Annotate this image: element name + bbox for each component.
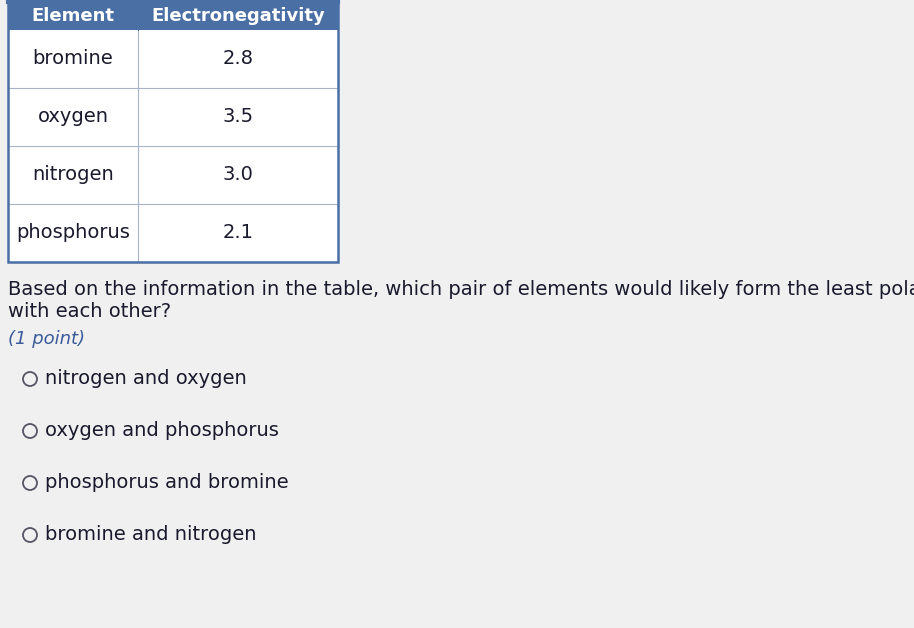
Text: 2.1: 2.1 [222,224,253,242]
Text: bromine and nitrogen: bromine and nitrogen [45,526,257,544]
Bar [8,88,338,146]
Bar [8,2,338,262]
Text: 2.8: 2.8 [222,50,253,68]
Text: 3.0: 3.0 [223,166,253,185]
Text: bromine: bromine [33,50,113,68]
Text: phosphorus and bromine: phosphorus and bromine [45,474,289,492]
Text: oxygen: oxygen [37,107,109,126]
Text: Based on the information in the table, which pair of elements would likely form : Based on the information in the table, w… [8,280,914,299]
Text: Element: Element [31,7,114,25]
Text: (1 point): (1 point) [8,330,85,348]
Text: Electronegativity: Electronegativity [151,7,324,25]
Bar [8,30,338,88]
Text: nitrogen: nitrogen [32,166,114,185]
Text: with each other?: with each other? [8,302,171,321]
Bar [8,2,338,30]
Text: phosphorus: phosphorus [16,224,130,242]
Text: 3.5: 3.5 [222,107,253,126]
Text: oxygen and phosphorus: oxygen and phosphorus [45,421,279,440]
Text: nitrogen and oxygen: nitrogen and oxygen [45,369,247,389]
Bar [8,204,338,262]
Bar [8,146,338,204]
